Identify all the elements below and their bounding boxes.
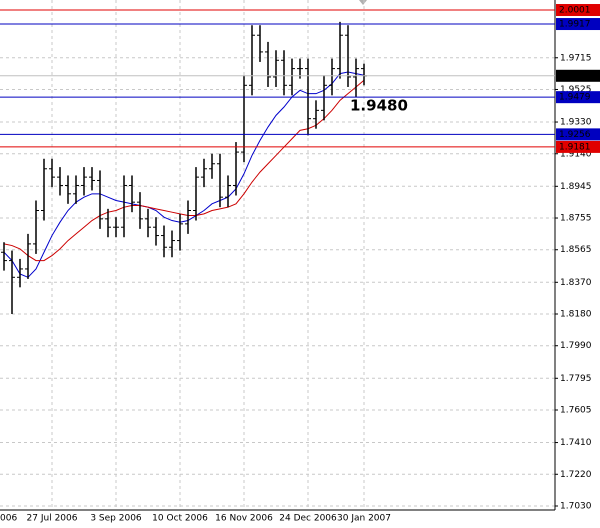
level-label: 1.9256 [559, 130, 591, 140]
period-marker [359, 0, 367, 5]
level-label: 2.0001 [559, 6, 591, 16]
y-tick-label: 1.8180 [560, 310, 592, 320]
y-tick-label: 1.8945 [560, 182, 592, 192]
x-tick-label: 27 Jul 2006 [27, 514, 78, 524]
y-tick-label: 1.7220 [560, 470, 592, 480]
x-tick-label: 16 Nov 2006 [215, 514, 273, 524]
y-tick-label: 1.7990 [560, 341, 592, 351]
y-tick-label: 1.7795 [560, 374, 592, 384]
y-tick-label: 1.7030 [560, 501, 592, 511]
level-box [556, 140, 600, 153]
y-tick-label: 1.8755 [560, 214, 592, 224]
x-tick-label: 3 Sep 2006 [90, 514, 142, 524]
current-price-label: 1.9607 [559, 71, 591, 81]
annotation: 1.9480 [350, 97, 408, 115]
y-tick-label: 1.9140 [560, 149, 592, 159]
y-tick-label: 1.8370 [560, 278, 592, 288]
y-tick-label: 1.8565 [560, 245, 592, 255]
moving-average [3, 79, 365, 262]
x-tick-label: 10 Oct 2006 [152, 514, 208, 524]
x-tick-label: 24 Dec 2006 [279, 514, 337, 524]
level-label: 1.9479 [559, 93, 591, 103]
y-tick-label: 1.9525 [560, 85, 592, 95]
level-box [556, 91, 600, 104]
y-tick-label: 1.9715 [560, 53, 592, 63]
level-box [556, 128, 600, 141]
y-tick-label: 1.9330 [560, 118, 592, 128]
level-label: 1.9181 [559, 142, 591, 152]
current-price-box [556, 69, 600, 82]
level-box [556, 4, 600, 17]
y-tick-label: 1.7605 [560, 406, 592, 416]
x-tick-label: 006 [0, 514, 17, 524]
level-box [556, 18, 600, 31]
moving-average [3, 71, 365, 278]
y-tick-label: 1.7410 [560, 438, 592, 448]
x-tick-label: 30 Jan 2007 [337, 514, 391, 524]
level-label: 1.9917 [559, 20, 591, 30]
